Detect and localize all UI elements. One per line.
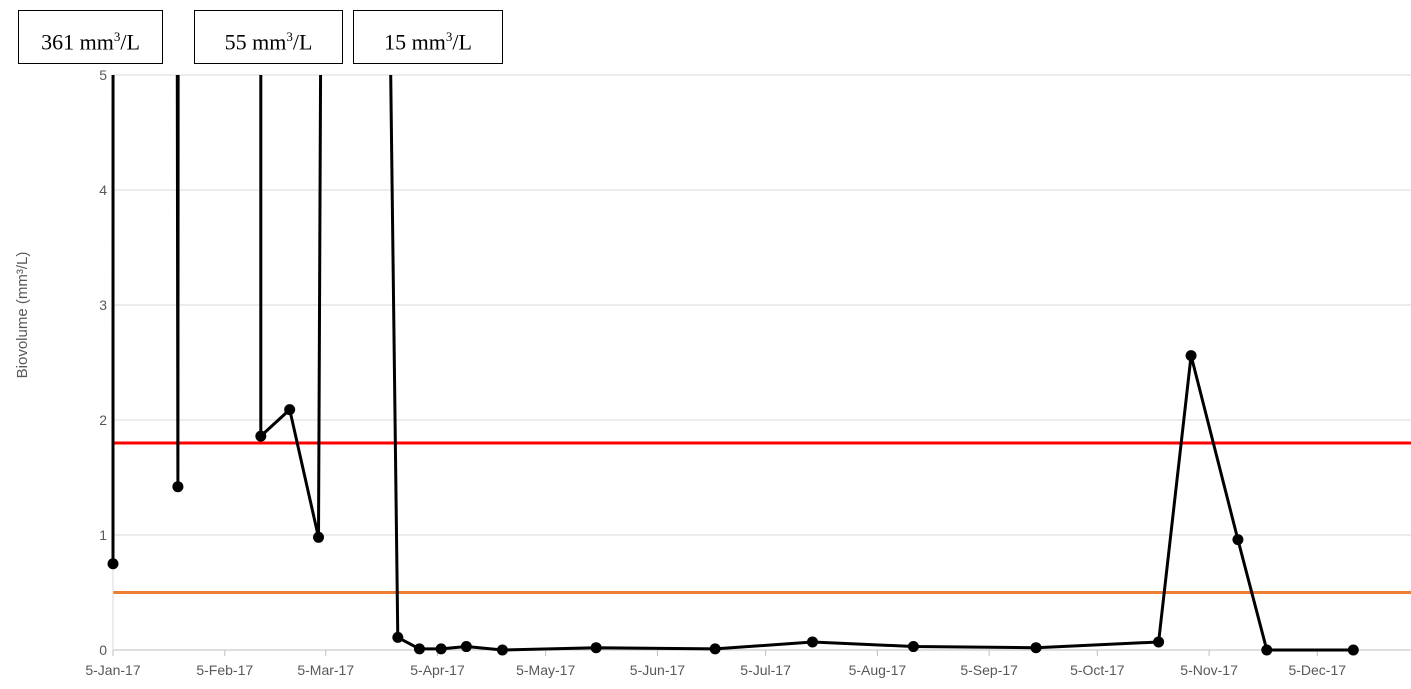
data-point — [107, 558, 119, 570]
annotation-box-2: 55 mm3/L — [194, 10, 343, 64]
data-point — [172, 481, 184, 493]
data-point — [806, 636, 818, 648]
data-markers — [107, 350, 1359, 656]
annotation-unit: mm — [79, 29, 114, 55]
y-tick-label: 0 — [99, 642, 107, 658]
x-tick-label: 5-Sep-17 — [960, 662, 1018, 678]
data-point — [1030, 642, 1042, 654]
axes: 0 1 2 3 4 5 5-Jan-17 5-Feb-17 5-Mar-17 5-Apr-17 5-… — [85, 67, 1411, 678]
reference-lines — [113, 441, 1411, 594]
annotation-sup: 3 — [445, 29, 453, 44]
x-tick-label: 5-Dec-17 — [1288, 662, 1346, 678]
annotation-value: 15 — [384, 29, 407, 55]
x-tick-label: 5-May-17 — [516, 662, 575, 678]
data-point — [413, 643, 425, 655]
annotation-box-3: 15 mm3/L — [353, 10, 503, 64]
annotation-tail: /L — [292, 29, 313, 55]
y-tick-label: 4 — [99, 182, 107, 198]
data-point — [907, 641, 919, 653]
annotation-unit: mm — [252, 29, 287, 55]
data-point — [1347, 644, 1359, 656]
y-tick-label: 2 — [99, 412, 107, 428]
x-tick-label: 5-Nov-17 — [1180, 662, 1238, 678]
data-point — [1153, 636, 1165, 648]
data-point — [496, 644, 508, 656]
series-line — [111, 75, 1354, 652]
y-axis-label: Biovolume (mm³/L) — [14, 252, 31, 379]
data-point — [590, 642, 602, 654]
data-point — [255, 430, 267, 442]
data-point — [284, 404, 296, 416]
gridlines — [113, 74, 1411, 536]
x-tick-label: 5-Jan-17 — [85, 662, 140, 678]
annotation-sup: 3 — [286, 29, 293, 44]
x-tick-label: 5-Jul-17 — [740, 662, 791, 678]
data-point — [392, 631, 404, 643]
data-point — [435, 643, 447, 655]
annotation-value: 55 — [224, 29, 247, 55]
y-tick-label: 1 — [99, 527, 107, 543]
x-tick-label: 5-Oct-17 — [1070, 662, 1125, 678]
data-point — [1261, 644, 1273, 656]
y-tick-label: 3 — [99, 297, 107, 313]
annotation-box-1: 361 mm3/L — [18, 10, 163, 64]
data-point — [1185, 350, 1197, 362]
data-point — [1232, 534, 1244, 546]
y-tick-label: 5 — [99, 67, 107, 83]
data-point — [313, 531, 325, 543]
x-tick-label: 5-Feb-17 — [196, 662, 253, 678]
x-tick-label: 5-Mar-17 — [297, 662, 354, 678]
x-tick-label: 5-Aug-17 — [849, 662, 907, 678]
annotation-value: 361 — [41, 29, 75, 55]
x-tick-label: 5-Apr-17 — [410, 662, 465, 678]
data-point — [709, 643, 721, 655]
data-point — [460, 641, 472, 653]
x-tick-label: 5-Jun-17 — [630, 662, 685, 678]
annotation-sup: 3 — [113, 29, 121, 44]
annotation-tail: /L — [452, 29, 472, 55]
annotation-unit: mm — [411, 29, 446, 55]
data-series — [111, 75, 1354, 652]
annotation-tail: /L — [120, 29, 140, 55]
